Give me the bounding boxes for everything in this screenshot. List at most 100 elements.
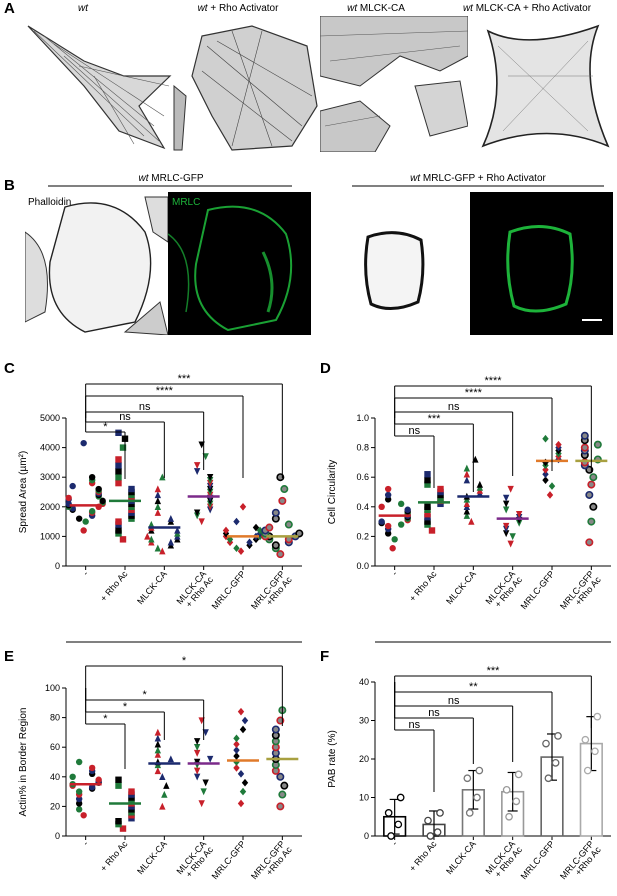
data-point [424, 518, 431, 525]
svg-text:-: - [81, 569, 91, 578]
data-point [284, 520, 293, 529]
data-point [271, 541, 280, 550]
data-point [476, 480, 484, 488]
y-tick-label: 0.0 [356, 561, 369, 571]
data-point [154, 509, 162, 516]
x-tick-label: MRLC-GFP+Rho Ac [558, 569, 603, 611]
x-tick-label: MRLC-GFP [210, 839, 248, 881]
data-point [233, 746, 240, 754]
significance-label: ** [469, 681, 478, 693]
data-point [542, 458, 549, 467]
panel-a-title-4: wt MLCK-CA + Rho Activator [462, 3, 592, 14]
data-point [404, 506, 411, 513]
data-point [581, 735, 590, 744]
data-point [148, 520, 155, 528]
data-point [115, 776, 122, 783]
data-point [88, 764, 96, 772]
x-tick-label: - [81, 839, 91, 848]
data-point [193, 744, 201, 751]
significance-label: ns [409, 719, 421, 731]
data-point [167, 538, 175, 546]
data-point [433, 828, 442, 836]
data-point [544, 774, 553, 783]
x-tick-label: MRLC-GFP [519, 839, 557, 881]
x-tick-label: MRLC-GFP [519, 569, 557, 611]
data-point [193, 738, 201, 745]
data-point [387, 832, 395, 840]
series-points [65, 439, 106, 534]
data-point [468, 517, 475, 525]
data-point [193, 767, 201, 775]
data-point [154, 544, 162, 552]
data-point [115, 462, 122, 469]
data-point [148, 535, 155, 543]
y-tick-label: 1000 [40, 531, 60, 541]
data-point [82, 518, 89, 525]
data-point [154, 491, 162, 499]
panel-a-title-3: wt MLCK-CA [347, 3, 405, 14]
data-point [542, 434, 549, 443]
y-tick-label: 100 [45, 683, 60, 693]
data-point [424, 816, 432, 825]
significance-label: **** [156, 385, 174, 397]
data-point [233, 734, 240, 743]
significance-bracket [85, 665, 283, 726]
data-point [509, 533, 516, 541]
svg-text:+ Rho Ac: + Rho Ac [98, 838, 130, 873]
data-point [276, 550, 285, 559]
data-point [502, 785, 511, 794]
x-tick-label: MLCK-CA [135, 569, 169, 606]
y-tick-label: 40 [359, 677, 369, 687]
mrlc-label: MRLC [172, 197, 201, 208]
panel-b-group-rules [48, 185, 604, 187]
data-point [276, 772, 285, 781]
data-point [593, 440, 602, 449]
x-tick-label: MRLC-GFP+Rho Ac [249, 839, 294, 881]
data-point [206, 755, 214, 763]
data-point [144, 532, 151, 540]
chart-cell-circularity: 0.0 0.2 0.4 0.6 0.8 1.0 Cell Circularity - + Rho… [327, 375, 611, 643]
data-point [154, 750, 162, 758]
data-point [502, 522, 510, 530]
significance-label: **** [465, 387, 483, 399]
data-point [394, 820, 403, 829]
y-tick-label: 30 [359, 716, 369, 726]
data-point [397, 500, 405, 508]
data-point [384, 809, 393, 817]
series-points [580, 431, 602, 547]
data-point [115, 468, 122, 475]
data-point [233, 758, 240, 766]
significance-bracket [394, 418, 474, 492]
data-point [554, 732, 562, 740]
data-point [542, 470, 549, 479]
y-tick-label: 3000 [40, 472, 60, 482]
data-point [69, 482, 76, 490]
data-point [115, 818, 122, 825]
data-point [206, 474, 214, 481]
data-point [241, 716, 249, 725]
data-point [99, 497, 106, 505]
data-point [193, 462, 201, 470]
data-point [548, 482, 556, 490]
data-point [397, 521, 405, 528]
data-point [463, 500, 471, 508]
data-point [551, 759, 560, 767]
data-point [154, 746, 162, 754]
data-point [75, 806, 83, 813]
y-tick-label: 0.4 [356, 502, 369, 512]
data-point [159, 773, 166, 780]
data-point [193, 773, 201, 781]
panel-a-title-2: wt + Rho Activator [197, 3, 279, 14]
x-tick-label: - [390, 569, 400, 578]
x-tick-label: MLCK-CA [444, 569, 478, 606]
micrograph-b-phalloidin [25, 192, 168, 335]
svg-text:+ Rho Ac: + Rho Ac [407, 568, 439, 603]
y-axis-label: Cell Circularity [327, 460, 338, 524]
svg-text:MRLC-GFP: MRLC-GFP [210, 839, 248, 881]
significance-bracket [394, 411, 514, 476]
data-point [193, 509, 201, 517]
data-point [222, 526, 230, 535]
data-point [95, 485, 102, 493]
data-point [426, 832, 435, 840]
